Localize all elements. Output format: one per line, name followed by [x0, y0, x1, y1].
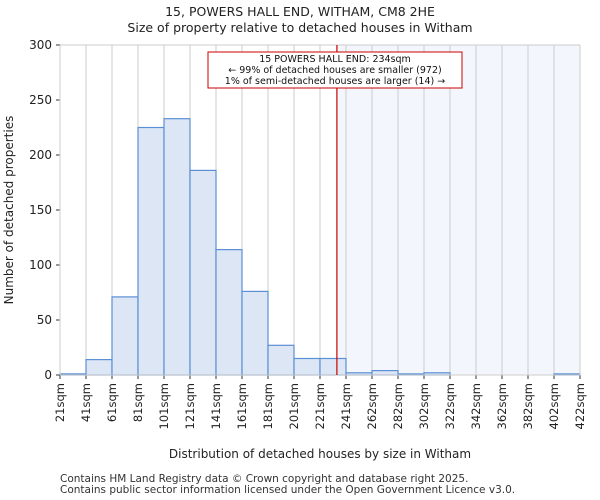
y-tick-label: 300	[29, 38, 52, 52]
histogram-bar	[293, 357, 321, 376]
footer-line-1: Contains HM Land Registry data © Crown c…	[60, 473, 469, 485]
x-tick-label: 161sqm	[235, 383, 249, 429]
x-tick-label: 282sqm	[391, 383, 405, 429]
x-tick-label: 81sqm	[131, 383, 145, 422]
x-tick-label: 402sqm	[547, 383, 561, 429]
histogram-bar	[371, 370, 399, 376]
y-tick-label: 100	[29, 258, 52, 272]
annotation-line: 1% of semi-detached houses are larger (1…	[225, 76, 445, 87]
x-tick-label: 41sqm	[79, 383, 93, 422]
histogram-bar	[215, 249, 243, 376]
x-tick-label: 61sqm	[105, 383, 119, 422]
y-tick-label: 150	[29, 203, 52, 217]
x-tick-label: 181sqm	[261, 383, 275, 429]
highlight-region	[336, 45, 580, 375]
footer-line-2: Contains public sector information licen…	[60, 484, 516, 496]
x-tick-label: 201sqm	[287, 383, 301, 429]
annotation-box	[207, 51, 463, 89]
y-tick-label: 50	[37, 313, 52, 327]
x-tick-label: 21sqm	[53, 383, 67, 422]
x-tick-label: 342sqm	[469, 383, 483, 429]
x-tick-label: 221sqm	[313, 383, 327, 429]
chart-subtitle: Size of property relative to detached ho…	[127, 20, 473, 35]
x-tick-label: 262sqm	[365, 383, 379, 429]
histogram-bar	[319, 357, 347, 376]
y-tick-label: 0	[44, 368, 52, 382]
y-axis-label: Number of detached properties	[2, 116, 16, 305]
annotation-line: 15 POWERS HALL END: 234sqm	[259, 54, 411, 65]
histogram-bar	[111, 296, 139, 376]
histogram-bar	[137, 126, 165, 376]
histogram-bar	[163, 118, 191, 376]
histogram-bar	[189, 169, 217, 376]
x-tick-label: 241sqm	[339, 383, 353, 429]
x-tick-label: 382sqm	[521, 383, 535, 429]
x-tick-label: 302sqm	[417, 383, 431, 429]
y-tick-label: 200	[29, 148, 52, 162]
histogram-bar	[241, 290, 269, 376]
histogram-bar	[85, 359, 113, 376]
x-tick-label: 121sqm	[183, 383, 197, 429]
y-tick-label: 250	[29, 93, 52, 107]
x-tick-label: 322sqm	[443, 383, 457, 429]
annotation-line: ← 99% of detached houses are smaller (97…	[228, 65, 441, 76]
x-tick-label: 101sqm	[157, 383, 171, 429]
x-tick-label: 362sqm	[495, 383, 509, 429]
x-tick-label: 141sqm	[209, 383, 223, 429]
histogram-bar	[267, 344, 295, 376]
chart-title: 15, POWERS HALL END, WITHAM, CM8 2HE	[165, 4, 435, 19]
x-tick-label: 422sqm	[573, 383, 587, 429]
x-axis-label: Distribution of detached houses by size …	[169, 447, 471, 461]
